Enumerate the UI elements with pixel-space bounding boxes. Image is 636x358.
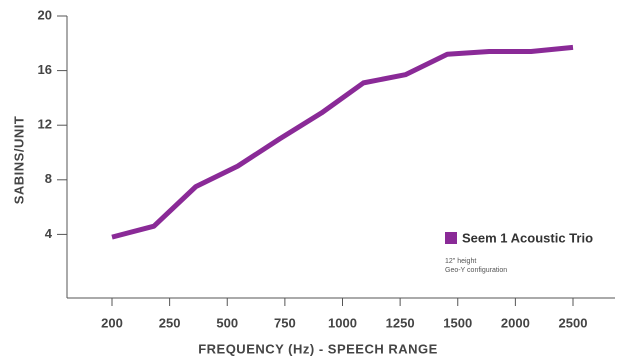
x-tick-label: 1000 (328, 315, 357, 330)
y-axis-title: SABINS/UNIT (11, 116, 26, 205)
legend-label: Seem 1 Acoustic Trio (462, 230, 593, 245)
legend-swatch (445, 232, 457, 244)
x-tick-label: 500 (216, 315, 238, 330)
y-tick-label: 20 (38, 7, 52, 22)
x-tick-label: 2500 (559, 315, 588, 330)
y-tick-label: 12 (38, 117, 52, 132)
x-axis-title: FREQUENCY (Hz) - SPEECH RANGE (198, 341, 438, 356)
x-tick-label: 750 (274, 315, 296, 330)
y-tick-label: 4 (45, 226, 53, 241)
x-tick-label: 2000 (501, 315, 530, 330)
x-tick-label: 250 (159, 315, 181, 330)
x-tick-label: 1250 (386, 315, 415, 330)
note: Geo-Y configuration (445, 267, 507, 274)
x-tick-label: 1500 (443, 315, 472, 330)
note: 12" height (445, 258, 476, 265)
y-tick-label: 16 (38, 62, 52, 77)
y-tick-label: 8 (45, 171, 52, 186)
series-line (111, 44, 574, 240)
x-tick-label: 200 (101, 315, 123, 330)
